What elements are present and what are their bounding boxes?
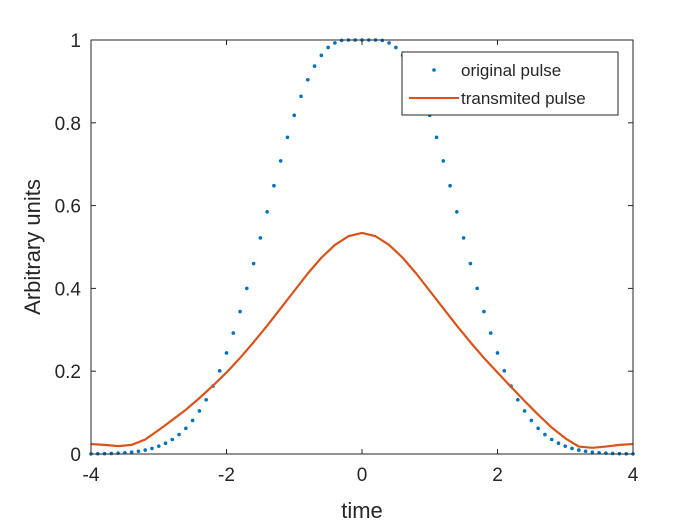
legend-marker-original-pulse — [432, 68, 436, 72]
x-tick-label: 2 — [492, 465, 503, 486]
data-point-original-pulse — [522, 409, 527, 413]
ticks-layer: -4 -2 0 2 4 0 0.2 0.4 0.6 0.8 1 — [55, 31, 639, 486]
data-point-original-pulse — [461, 236, 466, 240]
data-point-original-pulse — [563, 444, 568, 448]
data-point-original-pulse — [177, 432, 181, 437]
data-point-original-pulse — [258, 236, 263, 240]
data-point-original-pulse — [238, 309, 242, 314]
data-point-original-pulse — [319, 53, 324, 58]
data-point-original-pulse — [610, 451, 615, 456]
data-point-original-pulse — [394, 45, 398, 50]
x-tick-label: 4 — [628, 465, 639, 486]
data-point-original-pulse — [156, 444, 161, 448]
x-tick-label: 0 — [357, 465, 368, 486]
data-point-original-pulse — [292, 113, 297, 118]
data-point-original-pulse — [495, 351, 500, 355]
data-point-original-pulse — [143, 448, 147, 452]
data-point-original-pulse — [326, 45, 330, 50]
data-point-original-pulse — [312, 64, 317, 68]
data-point-original-pulse — [251, 261, 256, 266]
data-point-original-pulse — [265, 210, 269, 214]
data-point-original-pulse — [217, 368, 222, 373]
y-tick-label: 1 — [70, 31, 81, 52]
data-point-original-pulse — [502, 368, 507, 373]
data-point-original-pulse — [441, 159, 446, 163]
data-point-original-pulse — [231, 331, 236, 335]
legend-label-transmited-pulse: transmited pulse — [461, 89, 586, 108]
data-point-original-pulse — [109, 451, 114, 456]
legend-label-original-pulse: original pulse — [461, 61, 561, 80]
y-tick-label: 0.8 — [55, 114, 81, 135]
data-point-original-pulse — [570, 446, 574, 451]
data-point-original-pulse — [197, 409, 202, 413]
data-point-original-pulse — [577, 448, 581, 452]
data-point-original-pulse — [583, 449, 588, 454]
data-point-original-pulse — [543, 432, 547, 437]
y-axis-title: Arbitrary units — [20, 179, 45, 315]
data-point-original-pulse — [245, 286, 249, 291]
data-point-original-pulse — [516, 397, 520, 402]
y-tick-label: 0.2 — [55, 362, 81, 383]
data-point-original-pulse — [455, 210, 459, 214]
x-axis-title: time — [341, 498, 383, 523]
data-point-original-pulse — [204, 397, 208, 402]
data-point-original-pulse — [488, 331, 493, 335]
data-point-original-pulse — [170, 437, 175, 442]
data-point-original-pulse — [190, 418, 195, 423]
x-tick-label: -2 — [218, 465, 235, 486]
legend: original pulse transmited pulse — [401, 51, 619, 116]
y-tick-label: 0.6 — [55, 197, 81, 218]
y-tick-label: 0 — [70, 445, 81, 466]
data-point-original-pulse — [129, 450, 134, 454]
data-point-original-pulse — [333, 41, 337, 45]
data-point-original-pulse — [549, 437, 554, 442]
data-point-original-pulse — [590, 450, 595, 454]
data-point-original-pulse — [285, 135, 290, 140]
data-point-original-pulse — [163, 441, 168, 446]
series-line-transmited-pulse — [90, 231, 634, 449]
data-point-original-pulse — [299, 94, 303, 99]
data-point-original-pulse — [536, 426, 540, 431]
data-point-original-pulse — [136, 449, 141, 454]
data-point-original-pulse — [224, 351, 229, 355]
y-tick-label: 0.4 — [55, 279, 82, 300]
data-point-original-pulse — [272, 183, 276, 188]
data-point-original-pulse — [529, 418, 534, 423]
data-point-original-pulse — [150, 446, 154, 451]
legend-box — [401, 51, 619, 116]
data-point-original-pulse — [306, 77, 310, 82]
data-point-original-pulse — [434, 135, 439, 140]
data-point-original-pulse — [468, 261, 473, 266]
data-point-original-pulse — [556, 441, 561, 446]
data-point-original-pulse — [448, 183, 452, 188]
data-point-original-pulse — [278, 159, 283, 163]
data-point-original-pulse — [184, 426, 188, 431]
data-point-original-pulse — [482, 309, 486, 314]
x-tick-label: -4 — [83, 465, 100, 486]
data-point-original-pulse — [475, 286, 479, 291]
data-point-original-pulse — [387, 41, 391, 45]
